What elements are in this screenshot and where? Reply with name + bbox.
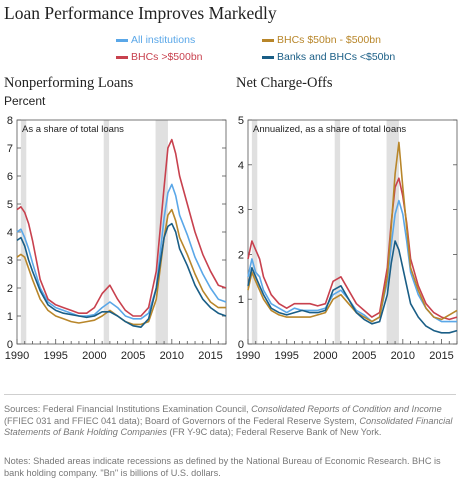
legend-item-small: Banks and BHCs <$50bn (262, 51, 395, 63)
panel-title-nonperforming: Nonperforming Loans (4, 75, 134, 91)
y-tick-label: 4 (238, 160, 244, 172)
sources-text-1: Sources: Federal Financial Institutions … (4, 404, 252, 414)
legend-label-all: All institutions (131, 34, 196, 46)
x-tick-label: 1995 (43, 350, 67, 362)
series-line-bhc-mid (247, 141, 458, 323)
y-tick-label: 2 (7, 283, 13, 295)
series-line-small (16, 222, 227, 329)
y-tick-label: 6 (7, 171, 13, 183)
legend-swatch-bhc-large (116, 55, 128, 59)
sources-text-2: (FFIEC 031 and FFIEC 041 data); Board of… (4, 415, 360, 426)
x-tick-label: 1990 (5, 350, 29, 362)
legend-swatch-bhc-mid (262, 38, 274, 42)
net-chargeoffs-chart: 0 1 2 3 4 5 1990 1995 2000 2005 2010 2015 Annualized… (236, 115, 458, 362)
legend-label-bhc-large: BHCs >$500bn (131, 51, 203, 63)
sources-italic-2: Consolidated Financial Statements of Ban… (4, 415, 453, 438)
y-tick-label: 5 (238, 115, 244, 127)
series-line-all (247, 199, 457, 323)
legend-label-bhc-mid: BHCs $50bn - $500bn (277, 34, 381, 46)
y-tick-label: 5 (7, 199, 13, 211)
chart-title: Loan Performance Improves Markedly (4, 3, 277, 23)
panel-annotation: As a share of total loans (22, 124, 124, 135)
y-tick-label: 3 (7, 255, 13, 267)
recession-band (20, 120, 27, 344)
nonperforming-loans-chart: 0 1 2 3 4 5 6 7 8 1990 1995 2000 2005 2010 2015 As a sh… (5, 115, 227, 362)
divider (4, 394, 456, 395)
series-line-all (16, 183, 227, 320)
legend-item-bhc-mid: BHCs $50bn - $500bn (262, 34, 381, 46)
x-tick-label: 2005 (352, 350, 376, 362)
legend-item-bhc-large: BHCs >$500bn (116, 51, 203, 63)
x-tick-label: 2010 (391, 350, 415, 362)
series-line-bhc-large (16, 138, 227, 317)
sources-note: Sources: Federal Financial Institutions … (4, 404, 456, 439)
x-tick-label: 2015 (429, 350, 453, 362)
legend-swatch-small (262, 55, 274, 59)
recession-band (334, 120, 341, 344)
legend-swatch-all (116, 38, 128, 42)
panel-title-chargeoffs: Net Charge-Offs (236, 75, 333, 91)
legend-item-all: All institutions (116, 34, 195, 46)
x-tick-label: 2000 (313, 350, 337, 362)
plot-frame (247, 119, 458, 345)
x-tick-label: 2010 (160, 350, 184, 362)
x-tick-label: 2000 (82, 350, 106, 362)
x-tick-label: 2005 (121, 350, 145, 362)
y-tick-label: 8 (7, 115, 13, 127)
sources-text-3: (FR Y-9C data); Federal Reserve Bank of … (166, 427, 382, 438)
x-tick-label: 2015 (198, 350, 222, 362)
recession-band (103, 120, 110, 344)
y-tick-label: 0 (7, 339, 13, 351)
y-tick-label: 2 (238, 249, 244, 261)
y-tick-label: 1 (7, 311, 13, 323)
sources-italic-1: Consolidated Reports of Condition and In… (251, 404, 442, 414)
y-tick-label: 3 (238, 205, 244, 217)
y-tick-label: 4 (7, 227, 13, 239)
y-tick-label: 7 (7, 143, 13, 155)
x-tick-label: 1990 (236, 350, 260, 362)
y-tick-label: 1 (238, 294, 244, 306)
series-line-small (247, 240, 458, 334)
y-tick-label: 0 (238, 339, 244, 351)
y-unit-label: Percent (4, 94, 46, 108)
recession-band (251, 120, 258, 344)
series-line-bhc-large (247, 177, 458, 321)
legend-label-small: Banks and BHCs <$50bn (277, 51, 396, 63)
notes-text: Notes: Shaded areas indicate recessions … (4, 456, 441, 478)
series-line-bhc-mid (16, 208, 226, 326)
x-tick-label: 1995 (274, 350, 298, 362)
panel-annotation: Annualized, as a share of total loans (253, 124, 406, 135)
